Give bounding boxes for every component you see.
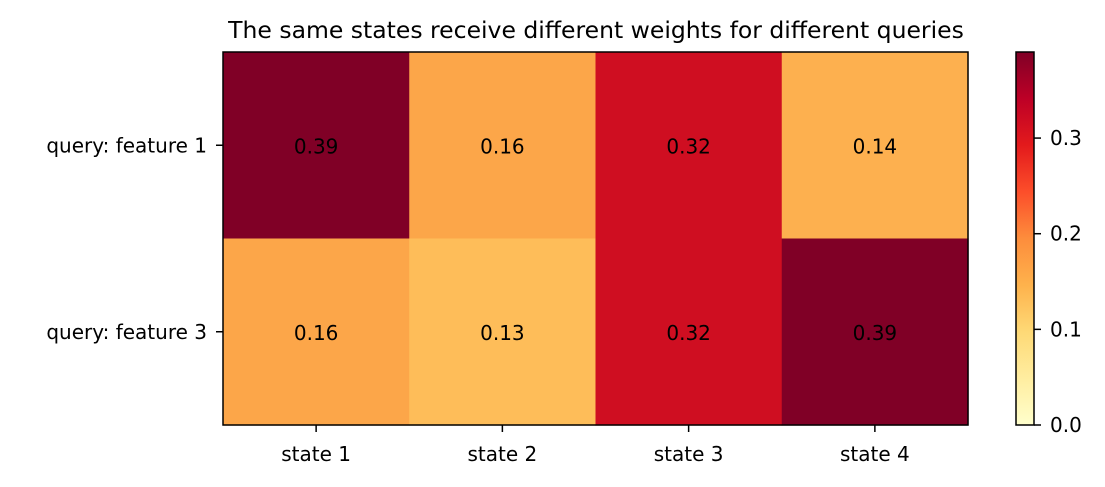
colorbar-tick-label: 0.0 (1050, 413, 1082, 437)
cell-value-label: 0.39 (294, 134, 339, 158)
colorbar-tick-label: 0.1 (1050, 317, 1082, 341)
colorbar: 0.0 0.1 0.2 0.3 (1015, 51, 1082, 437)
heatmap-cell (223, 238, 410, 426)
heatmap-cell (409, 52, 597, 240)
cell-value-label: 0.39 (853, 321, 898, 345)
x-axis: state 1 state 2 state 3 state 4 (281, 425, 910, 466)
heatmap-cell (781, 52, 969, 240)
cell-value-label: 0.13 (480, 321, 525, 345)
chart-title: The same states receive different weight… (227, 16, 964, 44)
x-tick-label: state 3 (654, 442, 724, 466)
colorbar-tick-label: 0.3 (1050, 126, 1082, 150)
cell-value-label: 0.32 (666, 321, 711, 345)
y-axis: query: feature 1 query: feature 3 (46, 133, 223, 344)
x-tick-label: state 1 (281, 442, 351, 466)
heatmap-cells (223, 52, 969, 426)
cell-value-label: 0.16 (294, 321, 339, 345)
heatmap-cell (781, 238, 969, 426)
cell-value-label: 0.32 (666, 134, 711, 158)
cell-value-labels: 0.39 0.16 0.32 0.14 0.16 0.13 0.32 0.39 (294, 134, 897, 345)
colorbar-tick-label: 0.2 (1050, 222, 1082, 246)
colorbar-frame (1015, 51, 1035, 426)
y-tick-label: query: feature 3 (46, 320, 207, 344)
cell-value-label: 0.16 (480, 134, 525, 158)
heatmap-cell (409, 238, 597, 426)
heatmap-cell (595, 238, 783, 426)
x-tick-label: state 2 (468, 442, 538, 466)
y-tick-label: query: feature 1 (46, 133, 207, 157)
heatmap-cell (223, 52, 410, 240)
colorbar-gradient (1016, 52, 1034, 425)
cell-value-label: 0.14 (853, 134, 898, 158)
heatmap-cell (595, 52, 783, 240)
plot-frame (222, 51, 969, 426)
x-tick-label: state 4 (840, 442, 910, 466)
